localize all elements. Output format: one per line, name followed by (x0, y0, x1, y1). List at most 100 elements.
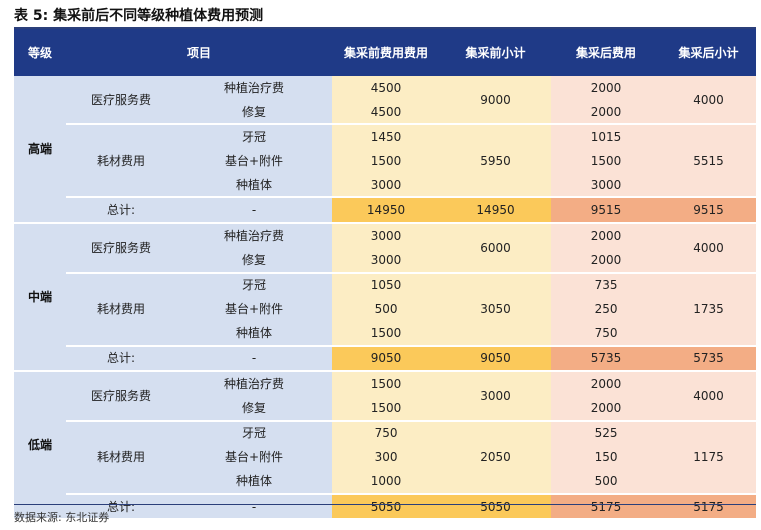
table-row: 基台+附件 300 150 (14, 445, 756, 469)
item-cell: 修复 (176, 247, 333, 273)
total-item: - (176, 344, 333, 372)
pre-cost-cell: 3000 (332, 247, 441, 273)
total-pre-subtotal: 14950 (440, 196, 552, 224)
post-cost-cell: 2000 (551, 247, 662, 273)
header-post-cost: 集采后费用 (551, 29, 662, 76)
post-cost-cell: 1015 (551, 123, 662, 150)
table-row: 耗材费用 牙冠 750 2050 525 1175 (14, 419, 757, 494)
total-item: - (176, 196, 333, 224)
item-cell: 基台+附件 (176, 149, 333, 173)
pre-subtotal-cell: 9000 (440, 76, 552, 125)
table-row: 修复 1500 2000 (14, 395, 756, 421)
category-cell: 耗材费用 (66, 123, 176, 198)
post-cost-cell: 2000 (551, 99, 662, 125)
table-row: 中端 医疗服务费 种植治疗费 3000 6000 2000 4000 (14, 222, 757, 372)
pre-cost-cell: 1500 (332, 370, 441, 396)
item-cell: 基台+附件 (176, 445, 333, 469)
grade-cell: 中端 (14, 222, 66, 372)
total-pre-cost: 14950 (332, 196, 441, 224)
table-row: 耗材费用 牙冠 1450 5950 1015 5515 (14, 123, 757, 198)
pre-cost-cell: 1500 (332, 395, 441, 421)
total-post-subtotal: 5175 (661, 492, 757, 519)
total-post-cost: 9515 (551, 196, 662, 224)
total-pre-cost: 9050 (332, 344, 441, 372)
pre-cost-cell: 1500 (332, 320, 441, 346)
post-cost-cell: 2000 (551, 222, 662, 248)
header-pre-cost: 集采前费用费用 (332, 29, 441, 76)
post-cost-cell: 250 (551, 297, 662, 321)
item-cell: 牙冠 (176, 419, 333, 446)
item-cell: 种植治疗费 (176, 222, 333, 248)
pre-cost-cell: 1450 (332, 123, 441, 150)
category-cell: 医疗服务费 (66, 370, 176, 421)
item-cell: 修复 (176, 99, 333, 125)
grade-cell: 高端 (14, 76, 66, 224)
total-label: 总计: (66, 344, 176, 372)
post-subtotal-cell: 4000 (661, 76, 757, 125)
top-rule (14, 27, 756, 29)
table-row: 种植体 1500 750 (14, 320, 756, 346)
pre-subtotal-cell: 3050 (440, 271, 552, 346)
table-row: 种植体 1000 500 (14, 469, 756, 494)
pre-subtotal-cell: 3000 (440, 370, 552, 421)
table-row: 基台+附件 1500 1500 (14, 149, 756, 173)
header-item: 项目 (66, 29, 333, 76)
post-cost-cell: 150 (551, 445, 662, 469)
table-body: 高端 医疗服务费 种植治疗费 4500 9000 2000 4000 修复 4500 2000 耗材… (14, 76, 757, 519)
pre-cost-cell: 750 (332, 419, 441, 446)
table-title: 表 5: 集采前后不同等级种植体费用预测 (14, 8, 264, 24)
total-row: 总计: -9050 9050 5735 5735 (14, 344, 757, 372)
total-post-cost: 5175 (551, 492, 662, 519)
category-cell: 耗材费用 (66, 271, 176, 346)
category-cell: 耗材费用 (66, 419, 176, 494)
pre-cost-cell: 300 (332, 445, 441, 469)
category-cell: 医疗服务费 (66, 76, 176, 125)
pre-cost-cell: 4500 (332, 99, 441, 125)
table-row: 高端 医疗服务费 种植治疗费 4500 9000 2000 4000 (14, 76, 757, 224)
total-label: 总计: (66, 492, 176, 519)
item-cell: 修复 (176, 395, 333, 421)
pre-cost-cell: 1500 (332, 149, 441, 173)
total-item: - (176, 492, 333, 519)
pre-cost-cell: 4500 (332, 76, 441, 100)
total-pre-subtotal: 9050 (440, 344, 552, 372)
post-cost-cell: 1500 (551, 149, 662, 173)
pre-cost-cell: 1050 (332, 271, 441, 298)
table-row: 种植体 3000 3000 (14, 172, 756, 198)
item-cell: 种植治疗费 (176, 370, 333, 396)
table-row: 耗材费用 牙冠 1050 3050 735 1735 (14, 271, 757, 346)
table-row: 基台+附件 500 250 (14, 297, 756, 321)
item-cell: 基台+附件 (176, 297, 333, 321)
pre-cost-cell: 1000 (332, 469, 441, 494)
total-label: 总计: (66, 196, 176, 224)
item-cell: 牙冠 (176, 123, 333, 150)
post-cost-cell: 735 (551, 271, 662, 298)
table-row: 修复 4500 2000 (14, 99, 756, 125)
item-cell: 牙冠 (176, 271, 333, 298)
post-cost-cell: 2000 (551, 395, 662, 421)
post-subtotal-cell: 4000 (661, 222, 757, 273)
post-subtotal-cell: 1175 (661, 419, 757, 494)
bottom-rule (14, 504, 756, 505)
post-cost-cell: 525 (551, 419, 662, 446)
header-post-subtotal: 集采后小计 (661, 29, 757, 76)
post-cost-cell: 750 (551, 320, 662, 346)
pre-subtotal-cell: 6000 (440, 222, 552, 273)
post-subtotal-cell: 4000 (661, 370, 757, 421)
cost-forecast-table: 等级 项目 集采前费用费用 集采前小计 集采后费用 集采后小计 高端 医疗服务费种… (14, 29, 757, 519)
grade-cell: 低端 (14, 370, 66, 519)
post-subtotal-cell: 1735 (661, 271, 757, 346)
table-row: 修复 3000 2000 (14, 247, 756, 273)
pre-subtotal-cell: 5950 (440, 123, 552, 198)
total-post-cost: 5735 (551, 344, 662, 372)
pre-cost-cell: 3000 (332, 172, 441, 198)
post-cost-cell: 2000 (551, 76, 662, 100)
post-subtotal-cell: 5515 (661, 123, 757, 198)
total-row: 总计: -5050 5050 5175 5175 (14, 492, 757, 519)
total-post-subtotal: 9515 (661, 196, 757, 224)
source-note: 数据来源: 东北证券 (14, 511, 110, 524)
item-cell: 种植体 (176, 469, 333, 494)
total-pre-cost: 5050 (332, 492, 441, 519)
pre-cost-cell: 500 (332, 297, 441, 321)
category-cell: 医疗服务费 (66, 222, 176, 273)
